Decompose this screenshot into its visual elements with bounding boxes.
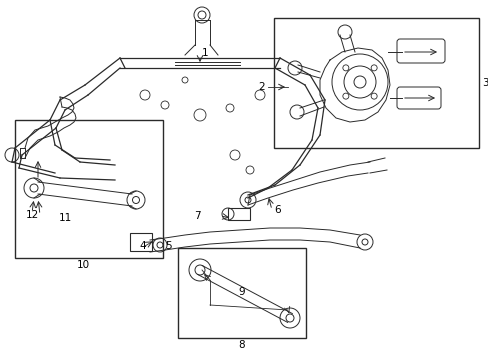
Text: 3: 3: [481, 78, 488, 88]
Bar: [227, 208, 249, 220]
Text: 2: 2: [258, 82, 265, 92]
Text: 4: 4: [140, 241, 146, 251]
Bar: [15, 120, 163, 258]
Text: 8: 8: [238, 340, 245, 350]
Bar: [178, 248, 305, 338]
Text: 9: 9: [238, 287, 245, 297]
Bar: [273, 18, 478, 148]
Text: 11: 11: [58, 213, 71, 223]
Text: 6: 6: [274, 205, 281, 215]
Text: 12: 12: [25, 210, 39, 220]
Text: 1: 1: [201, 48, 208, 58]
Text: 10: 10: [76, 260, 89, 270]
Text: 5: 5: [165, 241, 172, 251]
Text: 7: 7: [193, 211, 200, 221]
Bar: [130, 233, 152, 251]
